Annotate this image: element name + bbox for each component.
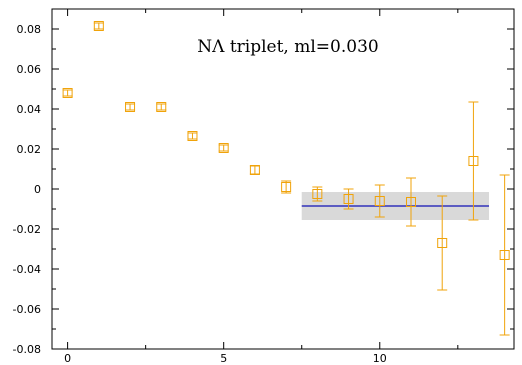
y-tick-label: -0.06 [13,303,41,316]
y-tick-label: -0.02 [13,223,41,236]
chart-title: NΛ triplet, ml=0.030 [197,37,378,57]
x-tick-label: 10 [373,352,387,365]
data-point [374,184,385,218]
data-point [437,195,448,291]
y-tick-label: 0.02 [17,143,42,156]
y-tick-label: -0.08 [13,343,41,356]
point-marker [187,131,198,141]
plot-frame [51,8,515,350]
axis-ticks-layer: 0 5 10 -0.08 -0.06 -0.04 -0.02 0 0.02 0.04 0.06 0.0… [13,9,514,365]
y-tick-label: 0.04 [17,103,42,116]
point-marker [62,88,73,98]
data-point [499,174,510,336]
data-point [62,88,73,98]
data-point [281,180,292,194]
point-marker [343,194,354,204]
point-marker [249,165,260,175]
y-tick-label: 0 [34,183,41,196]
data-point [156,102,167,112]
point-marker [312,189,323,199]
data-point [249,165,260,175]
data-point [312,186,323,202]
data-point [218,143,229,153]
data-point [343,188,354,210]
point-marker [405,197,416,207]
point-marker [468,156,479,166]
point-marker [156,102,167,112]
data-point [93,21,104,31]
data-point [468,101,479,221]
point-marker [93,21,104,31]
data-point [405,177,416,227]
y-tick-label: -0.04 [13,263,41,276]
point-marker [125,102,136,112]
data-points-layer [62,21,510,336]
point-marker [437,238,448,248]
y-tick-label: 0.08 [17,23,42,36]
point-marker [374,196,385,206]
point-marker [218,143,229,153]
point-marker [281,182,292,192]
point-marker [499,250,510,260]
x-tick-label: 0 [64,352,71,365]
x-tick-label: 5 [220,352,227,365]
data-point [125,102,136,112]
y-tick-label: 0.06 [17,63,42,76]
data-point [187,131,198,141]
